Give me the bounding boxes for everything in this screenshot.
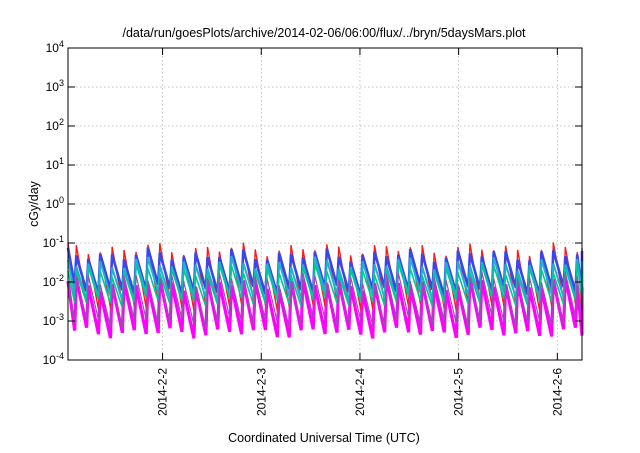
x-tick-label: 2014-2-3	[254, 368, 268, 416]
y-tick-label: 10-4	[43, 351, 64, 367]
x-tick-label: 2014-2-6	[550, 368, 564, 416]
x-tick-label: 2014-2-5	[452, 368, 466, 416]
y-tick-label: 100	[46, 195, 64, 211]
y-axis-label: cGy/day	[27, 180, 41, 227]
y-tick-label: 101	[46, 156, 64, 172]
y-tick-label: 10-1	[43, 234, 64, 250]
series-line	[67, 262, 583, 309]
x-tick-label: 2014-2-4	[353, 368, 367, 416]
series-line	[66, 247, 584, 297]
series-line	[67, 255, 583, 304]
y-tick-label: 104	[46, 39, 64, 55]
x-axis-label: Coordinated Universal Time (UTC)	[228, 431, 420, 445]
y-tick-label: 102	[46, 117, 64, 133]
x-tick-label: 2014-2-2	[156, 368, 170, 416]
series-layer	[66, 242, 584, 339]
chart-title: /data/run/goesPlots/archive/2014-02-06/0…	[122, 26, 526, 40]
y-tick-label: 103	[46, 78, 64, 94]
series-line	[67, 271, 583, 329]
tick-layer: 10-4 10-3 10-2 10-1 100 101 102 103 104 2014-2-2 2…	[43, 39, 582, 416]
y-tick-label: 10-3	[43, 312, 64, 328]
y-tick-label: 10-2	[43, 273, 64, 289]
